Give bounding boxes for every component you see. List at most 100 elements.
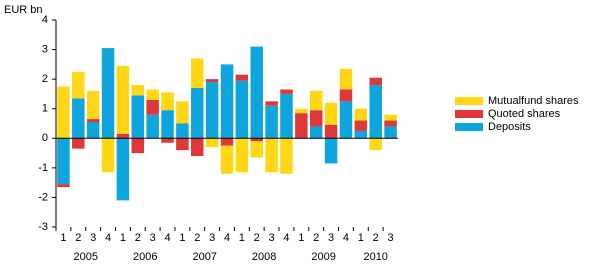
year-label: 2005 xyxy=(73,251,97,263)
x-tick-label: 2 xyxy=(194,232,200,244)
bar xyxy=(384,120,397,127)
bar xyxy=(161,92,174,111)
x-tick-label: 3 xyxy=(388,232,394,244)
x-tick-label: 3 xyxy=(328,232,334,244)
bar xyxy=(324,138,338,164)
bar xyxy=(235,138,249,173)
x-tick-label: 2 xyxy=(313,232,319,244)
bar xyxy=(191,58,204,89)
year-label: 2008 xyxy=(252,251,276,263)
bar xyxy=(384,126,397,139)
legend-label: Mutualfund shares xyxy=(488,95,579,107)
x-tick-label: 4 xyxy=(343,232,349,244)
bar xyxy=(384,114,397,121)
bar xyxy=(280,138,293,174)
x-tick-label: 3 xyxy=(269,232,275,244)
bar xyxy=(161,110,174,139)
bar xyxy=(369,77,382,86)
bar xyxy=(86,90,100,120)
bar xyxy=(250,46,263,139)
bar xyxy=(116,65,130,134)
bar xyxy=(146,114,159,139)
bar xyxy=(235,74,249,81)
y-tick-label: 1 xyxy=(42,103,48,115)
bar xyxy=(250,138,263,142)
bar xyxy=(57,86,70,139)
bar xyxy=(191,88,204,139)
x-tick-label: 1 xyxy=(179,232,185,244)
x-tick-label: 4 xyxy=(224,232,230,244)
bar xyxy=(131,138,145,154)
bar xyxy=(116,133,130,139)
y-tick-label: 4 xyxy=(42,14,48,26)
year-label: 2010 xyxy=(363,251,387,263)
x-tick-label: 2 xyxy=(254,232,260,244)
x-tick-label: 1 xyxy=(239,232,245,244)
bar xyxy=(101,138,115,173)
legend-swatch xyxy=(455,97,483,105)
bar xyxy=(191,138,204,157)
x-tick-label: 3 xyxy=(90,232,96,244)
bar xyxy=(72,138,85,149)
bar xyxy=(131,85,145,96)
x-tick-label: 3 xyxy=(209,232,215,244)
bar xyxy=(339,68,353,90)
legend-label: Deposits xyxy=(488,121,531,133)
year-label: 2007 xyxy=(192,251,216,263)
bar xyxy=(205,79,219,83)
x-tick-label: 3 xyxy=(150,232,156,244)
x-tick-label: 2 xyxy=(75,232,81,244)
x-tick-label: 2 xyxy=(373,232,379,244)
y-tick-label: -3 xyxy=(38,221,48,233)
bar xyxy=(265,101,278,106)
year-label: 2006 xyxy=(133,251,157,263)
y-axis-label: EUR bn xyxy=(4,4,43,16)
bar xyxy=(295,108,308,114)
bar xyxy=(220,64,234,139)
x-tick-label: 4 xyxy=(105,232,111,244)
bar xyxy=(309,126,323,139)
bar xyxy=(324,124,338,139)
bar xyxy=(86,122,100,139)
bar xyxy=(57,184,70,188)
bar xyxy=(72,98,85,139)
bar xyxy=(205,82,219,139)
y-tick-label: 3 xyxy=(42,43,48,55)
bar xyxy=(176,138,189,151)
bar xyxy=(220,138,234,146)
bar xyxy=(280,93,293,139)
bar xyxy=(176,123,189,139)
legend-swatch xyxy=(455,110,483,118)
bar xyxy=(339,101,353,139)
bar xyxy=(176,101,189,124)
year-label: 2009 xyxy=(311,251,335,263)
bar xyxy=(161,138,174,143)
bar xyxy=(324,102,338,125)
y-tick-label: -1 xyxy=(38,162,48,174)
bar xyxy=(57,138,70,185)
bar xyxy=(146,89,159,100)
bar xyxy=(309,110,323,127)
bar xyxy=(354,108,368,121)
y-tick-label: 2 xyxy=(42,73,48,85)
bar xyxy=(309,90,323,111)
bar xyxy=(72,71,85,99)
x-tick-label: 2 xyxy=(135,232,141,244)
bar xyxy=(354,130,368,139)
x-tick-label: 1 xyxy=(358,232,364,244)
bar xyxy=(354,120,368,131)
bar xyxy=(265,138,278,173)
bar xyxy=(295,113,308,139)
legend-swatch xyxy=(455,123,483,131)
bar xyxy=(131,95,145,139)
bar xyxy=(205,138,219,148)
x-tick-label: 4 xyxy=(283,232,289,244)
bar xyxy=(146,99,159,115)
bar xyxy=(101,48,115,139)
bar xyxy=(369,138,382,151)
y-tick-label: -2 xyxy=(38,191,48,203)
bar xyxy=(250,141,263,158)
bar xyxy=(339,89,353,102)
x-tick-label: 1 xyxy=(60,232,66,244)
x-tick-label: 1 xyxy=(120,232,126,244)
